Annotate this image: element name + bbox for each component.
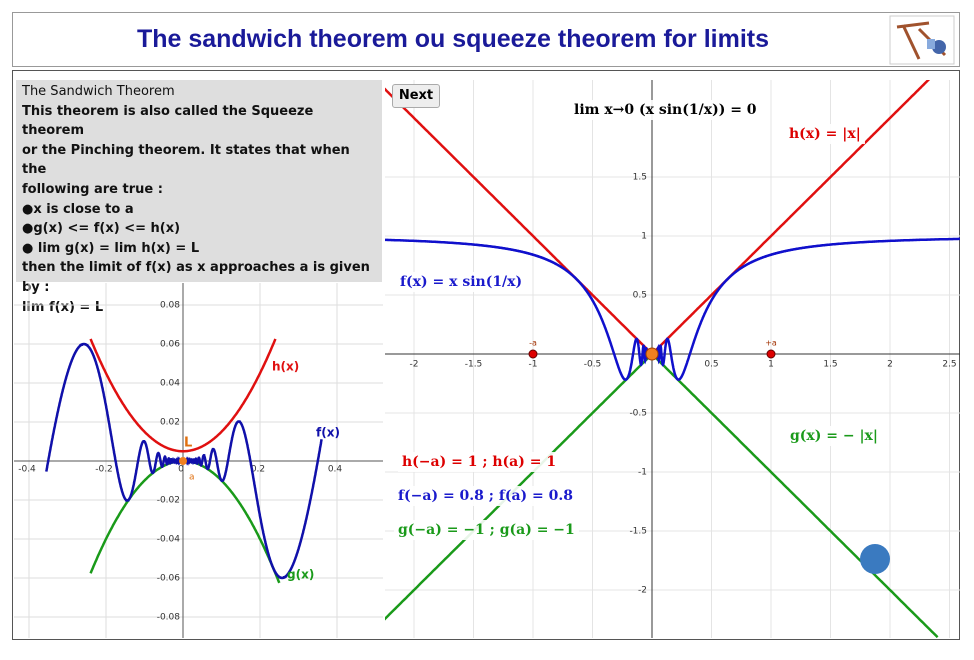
theorem-line: following are true : [22, 181, 163, 197]
y-tick-label: 0.5 [633, 291, 647, 301]
f-label: f(x) [316, 426, 340, 440]
x-tick-label: 1.5 [823, 360, 837, 370]
y-tick-label: 0.02 [160, 418, 180, 428]
left-graph: -0.4 -0.2 0 0.2 0.4 -0.08 -0.06 -0.04 -0.02 0.02 0… [14, 283, 383, 638]
frame [12, 70, 960, 640]
y-tick-label: -0.5 [629, 409, 647, 419]
x-tick-label: 0 [178, 465, 184, 475]
globe-icon [860, 544, 890, 574]
f-label: f(x) = x sin(1/x) [396, 272, 527, 292]
point [179, 457, 187, 465]
a-label: a [189, 473, 195, 483]
point-label: -a [529, 339, 537, 348]
x-tick-label: 1 [768, 360, 774, 370]
theorem-line: ● lim g(x) = lim h(x) = L [22, 240, 200, 256]
limit-label: lim x→0 (x sin(1/x)) = 0 [570, 100, 761, 120]
f-curve [385, 237, 960, 381]
y-tick-label: 1.5 [633, 173, 647, 183]
h-label: h(x) = |x| [785, 124, 865, 144]
y-tick-label: -0.08 [157, 613, 181, 623]
y-tick-label: 1 [641, 232, 647, 242]
y-tick-label: -1 [638, 468, 647, 478]
right-graph: -2 -1.5 -1 -0.5 0.5 1 1.5 2 2.5 -2 -1.5 -1 -0.5 0.5 1 1… [385, 80, 960, 638]
point [766, 349, 776, 359]
x-tick-label: -0.5 [584, 360, 602, 370]
point-label: +a [765, 339, 777, 348]
h-label: h(x) [272, 360, 299, 374]
L-label: L [184, 436, 192, 451]
y-tick-label: -2 [638, 586, 647, 596]
h-curve [89, 338, 277, 453]
g-values: g(−a) = −1 ; g(a) = −1 [394, 520, 579, 540]
x-tick-label: -1.5 [465, 360, 483, 370]
theorem: The Sandwich Theorem This theorem is als… [16, 80, 382, 315]
h-values: h(−a) = 1 ; h(a) = 1 [398, 452, 561, 472]
x-tick-label: -0.4 [18, 465, 36, 475]
point [645, 347, 659, 361]
y-tick-label: -0.06 [157, 574, 181, 584]
theorem-line: ●x is close to a [22, 201, 134, 217]
x-tick-label: -2 [410, 360, 419, 370]
logo [889, 15, 955, 65]
x-tick-label: -0.2 [95, 465, 113, 475]
y-tick-label: -0.02 [157, 496, 180, 506]
x-tick-label: 0.4 [328, 465, 343, 475]
theorem-heading: The Sandwich Theorem [22, 84, 175, 99]
x-tick-label: 0.2 [251, 465, 265, 475]
header: The sandwich theorem ou squeeze theorem … [12, 12, 960, 67]
x-tick-label: 0.5 [704, 360, 718, 370]
g-label: g(x) = − |x| [786, 426, 882, 446]
y-tick-label: -0.04 [157, 535, 181, 545]
next-button[interactable]: Next [392, 84, 440, 108]
y-tick-label: 0.06 [160, 340, 180, 350]
theorem-line: or the Pinching theorem. It states that … [22, 142, 350, 178]
h-curve [385, 80, 931, 356]
f-values: f(−a) = 0.8 ; f(a) = 0.8 [394, 486, 577, 506]
theorem-line: This theorem is also called the Squeeze … [22, 103, 314, 139]
y-tick-label: 0.08 [160, 301, 180, 311]
y-tick-label: 0.04 [160, 379, 180, 389]
y-tick-label: -1.5 [629, 527, 647, 537]
theorem-line: ●g(x) <= f(x) <= h(x) [22, 221, 181, 237]
x-tick-label: 2 [887, 360, 893, 370]
x-tick-label: -1 [529, 360, 538, 370]
point [528, 349, 538, 359]
title: The sandwich theorem ou squeeze theorem … [136, 25, 770, 53]
theorem-line: lim f(x) = L [22, 299, 104, 315]
x-tick-label: 2.5 [942, 360, 956, 370]
g-label: g(x) [287, 568, 314, 582]
